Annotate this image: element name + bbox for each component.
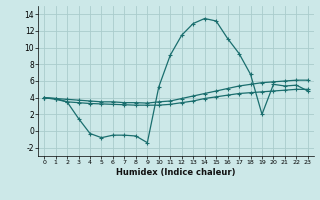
- X-axis label: Humidex (Indice chaleur): Humidex (Indice chaleur): [116, 168, 236, 177]
